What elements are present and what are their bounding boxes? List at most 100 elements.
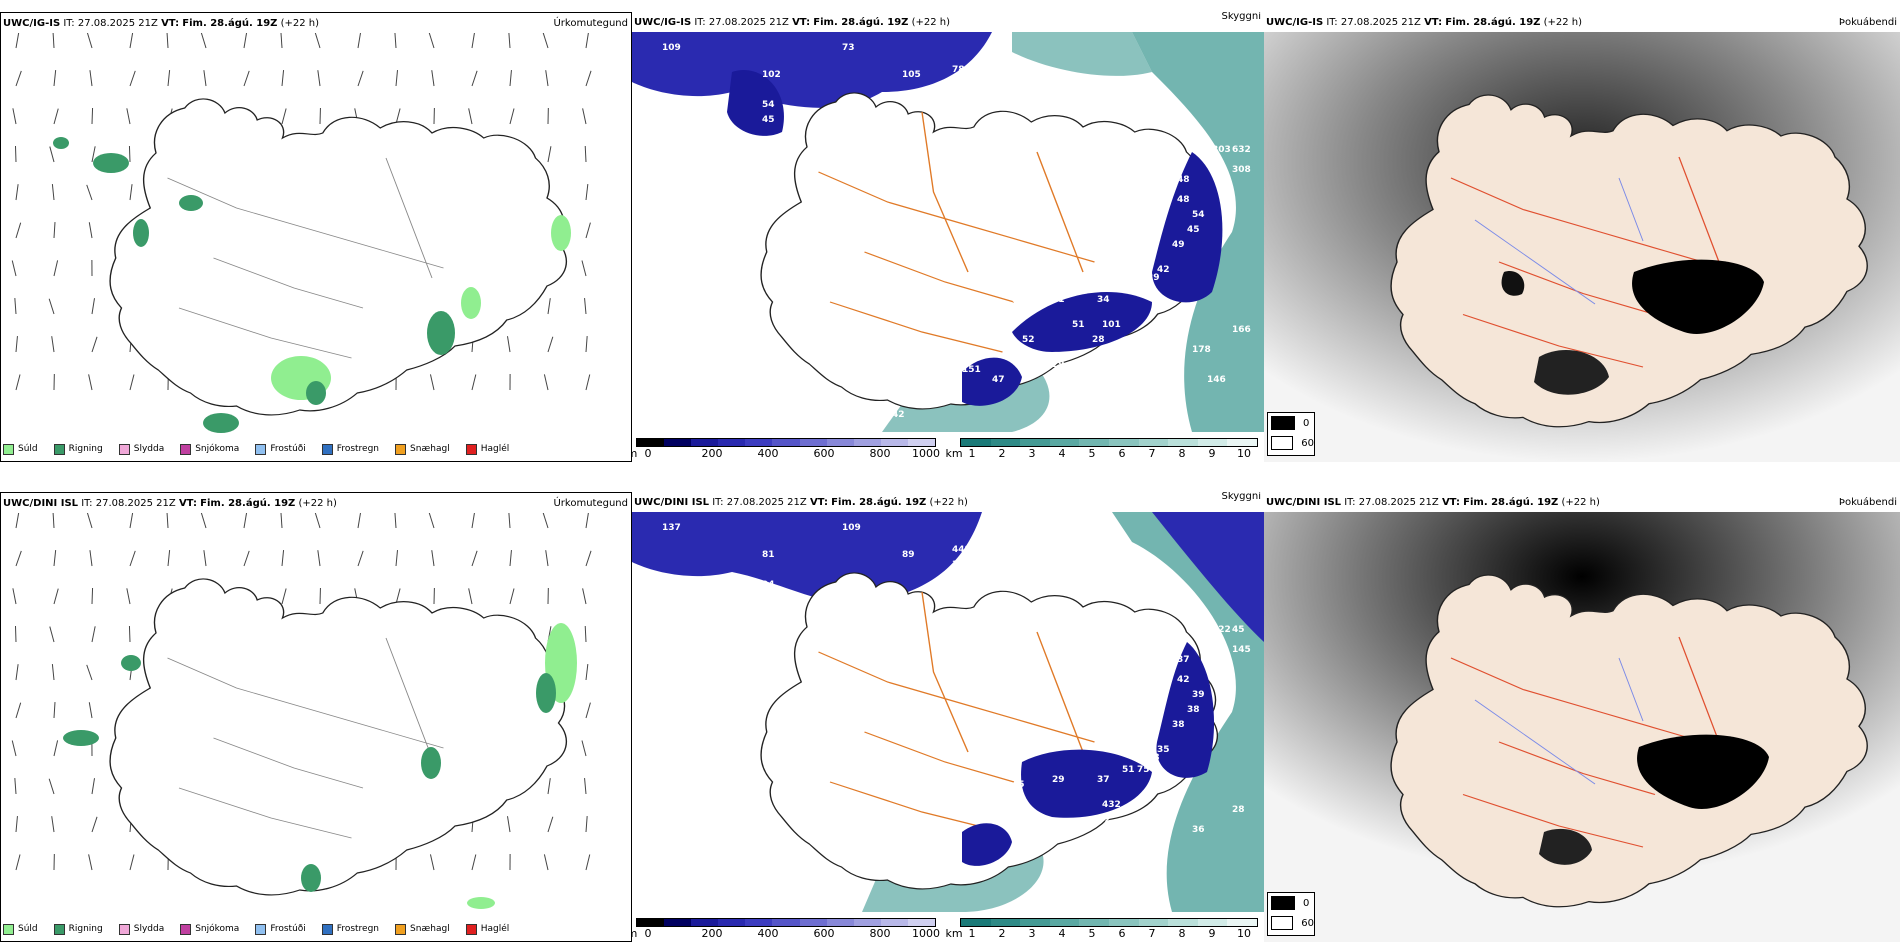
colorbar-segment (799, 439, 827, 446)
wind-barb (89, 70, 93, 87)
legend-item: Frostregn (321, 443, 379, 455)
wind-barb (91, 778, 95, 795)
panel-header: UWC/IG-IS IT: 27.08.2025 21Z VT: Fim. 28… (1, 13, 631, 33)
wind-barb (129, 550, 136, 567)
visibility-value-label: 96 (772, 625, 785, 635)
wind-barb (547, 146, 552, 163)
panel-title-right: Skyggni (1221, 492, 1261, 502)
wind-barb (15, 550, 22, 567)
colorbar-segment (880, 439, 908, 446)
visibility-value-label: 29 (1052, 775, 1065, 785)
wind-barb (585, 184, 589, 201)
visibility-labels: 109 73 105 78 77 92 102 54 45 94 97 41 64 49 303 632 308… (662, 43, 1251, 420)
wind-barb (15, 184, 19, 201)
legend-item: Snjókoma (180, 923, 239, 935)
wind-barb (53, 70, 57, 87)
wind-barb (428, 33, 435, 49)
visibility-value-label: 196 (1152, 815, 1171, 825)
wind-barb (167, 550, 171, 567)
visibility-value-label: 122 (1212, 625, 1231, 635)
wind-barb (394, 33, 397, 49)
colorbar-segment (961, 439, 991, 446)
visibility-value-label: 38 (1187, 705, 1200, 715)
visibility-value-label: 73 (842, 43, 855, 53)
visibility-value-label: 94 (772, 145, 785, 155)
visibility-panel-row1: UWC/IG-IS IT: 27.08.2025 21Z VT: Fim. 28… (632, 12, 1264, 462)
wind-barb (471, 854, 477, 871)
visibility-value-label: 341 (952, 560, 971, 570)
visibility-value-label: 102 (762, 70, 781, 80)
wind-barb (357, 550, 364, 567)
wind-barb (395, 588, 401, 605)
wind-barb (471, 513, 475, 529)
panel-title-left: UWC/IG-IS IT: 27.08.2025 21Z VT: Fim. 28… (1266, 17, 1583, 28)
colorbar-segment (1079, 919, 1109, 926)
wind-barb (507, 336, 511, 353)
wind-barb (585, 222, 591, 239)
visibility-colorbar-km: km 1 2 3 4 5 6 7 8 9 10 (945, 438, 1258, 460)
wind-barb (52, 33, 55, 49)
colorbar-segment (799, 919, 827, 926)
visibility-value-label: 37 (1177, 655, 1190, 665)
legend-item: Slydda (118, 923, 164, 935)
panel-title-left: UWC/DINI ISL IT: 27.08.2025 21Z VT: Fim.… (1266, 497, 1600, 508)
legend-item: Frostregn (321, 923, 379, 935)
colorbar-segment (772, 439, 800, 446)
wind-barb (51, 816, 55, 833)
wind-barb (468, 108, 473, 125)
precip-areas (53, 137, 571, 433)
wind-barb (431, 550, 435, 567)
visibility-value-label: 42 (1157, 265, 1170, 275)
wind-barb (53, 740, 59, 757)
visibility-value-label: 448 (952, 545, 971, 555)
visibility-value-label: 61 (1052, 295, 1065, 305)
wind-barb (280, 513, 283, 529)
legend-item: Haglél (465, 923, 509, 935)
wind-barb (585, 702, 591, 719)
visibility-value-label: 92 (842, 100, 855, 110)
precip-panel-row2: UWC/DINI ISL IT: 27.08.2025 21Z VT: Fim.… (0, 492, 632, 942)
panel-header: UWC/DINI ISL IT: 27.08.2025 21Z VT: Fim.… (632, 492, 1264, 512)
visibility-value-label: 52 (1022, 335, 1035, 345)
colorbar-segment (1049, 919, 1080, 926)
wind-barb (91, 336, 98, 353)
wind-barb (14, 778, 17, 795)
visibility-value-label: 89 (902, 550, 915, 560)
panel-header: UWC/IG-IS IT: 27.08.2025 21Z VT: Fim. 28… (1264, 12, 1900, 32)
visibility-value-label: 109 (662, 43, 681, 53)
wind-barb (507, 816, 511, 833)
wind-barb (585, 336, 588, 353)
visibility-value-label: 318 (952, 780, 971, 790)
panel-header: UWC/DINI ISL IT: 27.08.2025 21Z VT: Fim.… (1, 493, 631, 513)
colorbar-segment (1108, 919, 1139, 926)
wind-barb (582, 588, 587, 605)
visibility-value-label: 303 (1212, 145, 1231, 155)
wind-barb (281, 70, 285, 87)
colorbar-segment (826, 919, 854, 926)
visibility-value-label: 37 (1097, 775, 1110, 785)
visibility-value-label: 38 (1137, 285, 1150, 295)
visibility-value-label: 308 (1232, 165, 1251, 175)
wind-barb (129, 854, 135, 871)
wind-barb (471, 70, 478, 87)
wind-barb (166, 513, 169, 529)
wind-barb (15, 374, 21, 391)
wind-barb (281, 550, 285, 567)
wind-barb (314, 513, 321, 529)
wind-barb (585, 664, 589, 681)
wind-barb (166, 33, 169, 49)
colorbar-segment (637, 919, 665, 926)
wind-barb (91, 626, 96, 643)
wind-barb (281, 588, 287, 605)
wind-barb (547, 336, 554, 353)
wind-barb (53, 588, 59, 605)
wind-barb (395, 70, 399, 87)
visibility-value-label: 178 (1192, 345, 1211, 355)
wind-barb (243, 70, 250, 87)
wind-barb (14, 625, 17, 643)
wind-barb (15, 513, 20, 529)
wind-barb (584, 298, 587, 315)
colorbar-segment (853, 439, 881, 446)
visibility-value-label: 39 (1192, 690, 1205, 700)
